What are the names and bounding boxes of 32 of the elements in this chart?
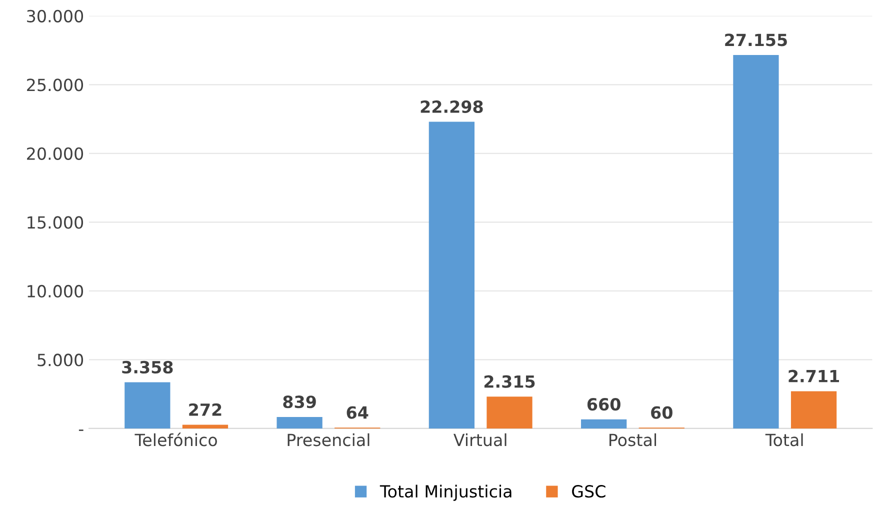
x-tick-label: Telefónico: [134, 432, 217, 446]
bar: [790, 391, 837, 428]
legend-label: Total Minjusticia: [380, 484, 512, 501]
y-tick-label: 10.000: [28, 284, 84, 298]
bar: [733, 55, 779, 428]
y-tick-label: 30.000: [27, 10, 84, 22]
data-label: 22.298: [420, 100, 483, 114]
y-tick-label: 15.000: [28, 216, 84, 229]
bar: [428, 122, 475, 428]
data-label: 64: [346, 406, 368, 419]
data-label: 660: [587, 398, 620, 411]
x-tick-label: Total: [765, 433, 803, 446]
data-label: 272: [189, 403, 222, 416]
y-tick-label: -: [78, 430, 84, 431]
x-tick-label: Postal: [610, 433, 656, 446]
bar: [581, 419, 627, 428]
data-label: 60: [651, 406, 672, 419]
bar: [182, 424, 228, 428]
y-tick-label: 5.000: [38, 354, 84, 366]
y-tick-label: 25.000: [27, 78, 84, 92]
data-label: 27.155: [725, 34, 787, 46]
bar: [124, 382, 170, 428]
x-tick-label: Virtual: [454, 433, 506, 446]
data-label: 839: [283, 396, 316, 408]
x-tick-label: Presencial: [288, 433, 370, 446]
bar: [276, 416, 322, 428]
legend-label: GSC: [572, 485, 606, 498]
data-label: 2.711: [788, 370, 839, 382]
data-label: 3.358: [122, 360, 173, 374]
bar: [486, 396, 532, 428]
data-label: 2.315: [484, 375, 535, 388]
y-tick-label: 20.000: [27, 147, 84, 160]
